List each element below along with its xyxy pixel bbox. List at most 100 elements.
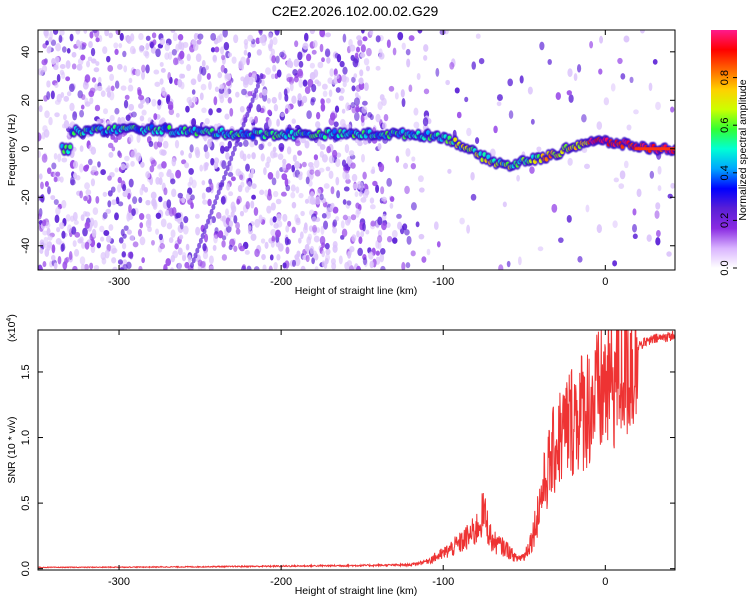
spectrogram-noise-blob xyxy=(90,47,96,57)
spectrogram-noise-blob xyxy=(302,225,308,234)
spectrogram-noise-blob xyxy=(288,60,294,69)
spectrogram-noise-blob xyxy=(317,61,324,69)
spectrogram-noise-blob xyxy=(125,114,131,121)
spectrogram-noise-blob xyxy=(271,235,276,243)
spectrogram-noise-blob xyxy=(159,78,164,85)
spectrogram-noise-blob xyxy=(42,261,47,268)
spectrogram-noise-blob xyxy=(49,31,53,40)
spectrogram-noise-blob xyxy=(171,206,177,216)
spectrogram-noise-blob xyxy=(83,263,89,270)
spectrogram-noise-blob xyxy=(173,57,179,66)
spectrogram-noise-blob xyxy=(342,81,347,88)
spectrogram-noise-blob xyxy=(355,107,361,113)
spectrogram-streak xyxy=(230,150,235,157)
spectrogram-noise-blob xyxy=(273,190,279,198)
spectrogram-noise-blob xyxy=(369,260,374,269)
snr-content xyxy=(38,330,675,569)
spectrogram-noise-blob xyxy=(293,76,299,83)
spectrogram-noise-blob xyxy=(439,30,446,36)
spectrogram-noise-blob xyxy=(79,145,84,152)
spectrogram-noise-blob xyxy=(335,176,340,186)
spectrogram-noise-blob xyxy=(300,265,306,270)
spectrogram-noise-blob xyxy=(596,121,603,130)
spectrogram-noise-blob xyxy=(287,220,292,227)
spectrogram-noise-blob xyxy=(107,142,114,149)
spectrogram-noise-blob xyxy=(150,191,157,200)
spectrogram-noise-blob xyxy=(67,224,72,234)
spectrogram-noise-blob xyxy=(633,109,639,115)
spectrogram-noise-blob xyxy=(41,59,48,66)
spectrogram-noise-blob xyxy=(620,73,626,80)
spectrogram-noise-blob xyxy=(117,176,122,184)
spectrogram-noise-blob xyxy=(233,34,239,44)
spectrogram-noise-blob xyxy=(180,73,186,79)
spectrogram-streak xyxy=(243,116,248,123)
spectrogram-noise-blob xyxy=(211,216,216,224)
spectrogram-noise-blob xyxy=(470,193,477,201)
spectrogram-noise-blob xyxy=(101,257,107,265)
spectrogram-noise-blob xyxy=(54,82,59,89)
spectrogram-noise-blob xyxy=(66,91,72,97)
spectrogram-noise-blob xyxy=(160,218,167,228)
spectrogram-noise-blob xyxy=(332,226,338,234)
spectrogram-noise-blob xyxy=(632,233,638,240)
snr-x-tick-label: -300 xyxy=(108,576,130,588)
spectrogram-noise-blob xyxy=(91,165,98,173)
spectrogram-x-tick-label: -200 xyxy=(270,276,292,288)
spectrogram-noise-blob xyxy=(403,162,409,169)
spectrogram-noise-blob xyxy=(56,74,61,83)
spectrogram-noise-blob xyxy=(183,216,189,224)
spectrogram-noise-blob xyxy=(330,202,335,209)
spectrogram-noise-blob xyxy=(301,95,308,104)
spectrogram-noise-blob xyxy=(340,220,345,229)
spectrogram-noise-blob xyxy=(44,31,49,39)
spectrogram-noise-blob xyxy=(670,182,675,189)
spectrogram-noise-blob xyxy=(321,83,328,90)
spectrogram-noise-blob xyxy=(332,206,339,214)
spectrogram-noise-blob xyxy=(272,64,277,72)
spectrogram-trace-point xyxy=(332,129,337,134)
spectrogram-noise-blob xyxy=(209,265,215,270)
spectrogram-noise-blob xyxy=(244,250,250,255)
spectrogram-noise-blob xyxy=(267,188,272,197)
spectrogram-noise-blob xyxy=(161,161,167,169)
spectrogram-noise-blob xyxy=(309,169,315,175)
spectrogram-noise-blob xyxy=(408,84,413,93)
spectrogram-noise-blob xyxy=(190,202,194,209)
spectrogram-noise-blob xyxy=(381,196,387,202)
spectrogram-noise-blob xyxy=(271,177,277,186)
spectrogram-noise-blob xyxy=(332,219,338,227)
spectrogram-noise-blob xyxy=(72,160,79,169)
spectrogram-noise-blob xyxy=(111,199,117,206)
spectrogram-noise-blob xyxy=(141,64,146,73)
spectrogram-noise-blob xyxy=(273,104,279,112)
spectrogram-noise-blob xyxy=(114,212,119,221)
spectrogram-noise-blob xyxy=(181,251,187,261)
spectrogram-noise-blob xyxy=(239,174,244,181)
spectrogram-noise-blob xyxy=(470,172,475,181)
spectrogram-noise-blob xyxy=(380,186,385,195)
spectrogram-noise-blob xyxy=(230,210,235,218)
spectrogram-noise-blob xyxy=(38,173,43,180)
spectrogram-noise-blob xyxy=(321,260,326,268)
spectrogram-noise-blob xyxy=(83,195,88,202)
spectrogram-noise-blob xyxy=(478,57,485,65)
spectrogram-streak xyxy=(209,208,214,215)
spectrogram-noise-blob xyxy=(145,219,152,229)
spectrogram-streak xyxy=(229,155,234,162)
spectrogram-streak xyxy=(248,102,253,109)
spectrogram-noise-blob xyxy=(381,213,387,221)
spectrogram-noise-blob xyxy=(79,163,84,173)
spectrogram-noise-blob xyxy=(214,86,220,93)
spectrogram-noise-blob xyxy=(506,260,511,268)
spectrogram-noise-blob xyxy=(354,191,359,198)
spectrogram-noise-blob xyxy=(163,187,168,196)
spectrogram-noise-blob xyxy=(372,180,378,187)
spectrogram-noise-blob xyxy=(53,152,58,160)
spectrogram-noise-blob xyxy=(44,110,50,119)
colorbar-tick-label: 0.0 xyxy=(719,260,731,275)
spectrogram-noise-blob xyxy=(388,85,395,92)
spectrogram-trace-point xyxy=(425,130,430,136)
spectrogram-noise-blob xyxy=(290,184,296,192)
spectrogram-noise-blob xyxy=(117,259,123,265)
